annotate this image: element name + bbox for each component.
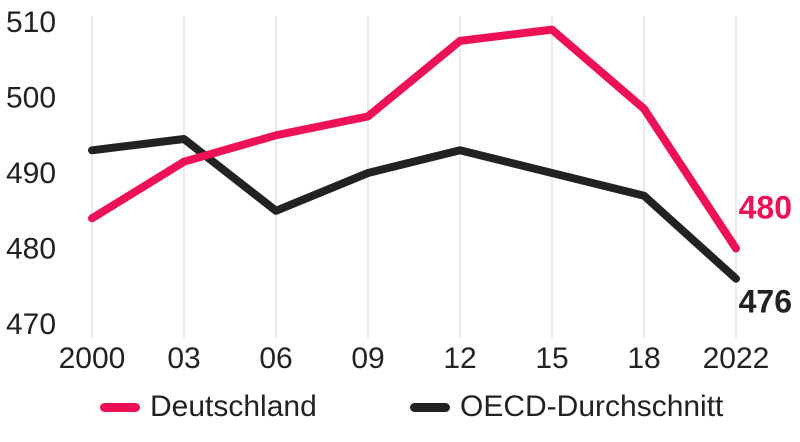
data-point [91, 149, 93, 151]
end-value-label-deutschland: 480 [739, 190, 792, 226]
y-axis-tick-labels: 470 480 490 500 510 [6, 6, 56, 341]
legend-label-oecd: OECD-Durchschnitt [460, 390, 724, 423]
data-point [735, 248, 737, 249]
legend-swatch-deutschland [100, 402, 140, 412]
x-tick-label: 03 [167, 342, 200, 375]
grid-lines [91, 16, 737, 338]
x-tick-label: 15 [535, 342, 568, 375]
data-point [183, 138, 185, 140]
legend: Deutschland OECD-Durchschnitt [0, 390, 800, 442]
legend-label-deutschland: Deutschland [150, 390, 317, 423]
x-tick-label: 06 [259, 342, 292, 375]
data-point [367, 115, 369, 117]
y-tick-label: 490 [6, 157, 56, 190]
x-tick-label: 2000 [59, 342, 126, 375]
data-point [91, 217, 93, 219]
data-point [183, 161, 185, 163]
data-point [551, 172, 553, 174]
end-value-label-oecd: 476 [739, 284, 792, 320]
x-tick-label: 18 [627, 342, 660, 375]
x-tick-label: 12 [443, 342, 476, 375]
data-point [735, 278, 737, 280]
legend-swatch-oecd [410, 402, 450, 412]
series-line-oecd-durchschnitt [88, 135, 740, 283]
data-point [643, 108, 645, 110]
x-axis-tick-labels: 2000 03 06 09 12 15 18 2022 [59, 342, 770, 375]
y-tick-label: 500 [6, 82, 56, 115]
data-point [643, 195, 645, 197]
legend-item-oecd: OECD-Durchschnitt [410, 390, 723, 424]
data-point [367, 172, 369, 174]
x-tick-label: 09 [351, 342, 384, 375]
legend-item-deutschland: Deutschland [100, 390, 317, 424]
data-point [551, 29, 553, 31]
line-chart: 470 480 490 500 510 2000 03 06 09 12 15 18 2022 480… [6, 6, 792, 375]
y-tick-label: 510 [6, 6, 56, 39]
data-point [275, 134, 277, 136]
series-lines [88, 25, 740, 283]
series-line-deutschland [88, 25, 740, 253]
data-point [459, 40, 461, 42]
data-point [275, 210, 277, 212]
data-point [459, 149, 461, 151]
y-tick-label: 480 [6, 233, 56, 266]
y-tick-label: 470 [6, 308, 56, 341]
end-labels: 480 476 [739, 190, 792, 320]
x-tick-label: 2022 [703, 342, 770, 375]
